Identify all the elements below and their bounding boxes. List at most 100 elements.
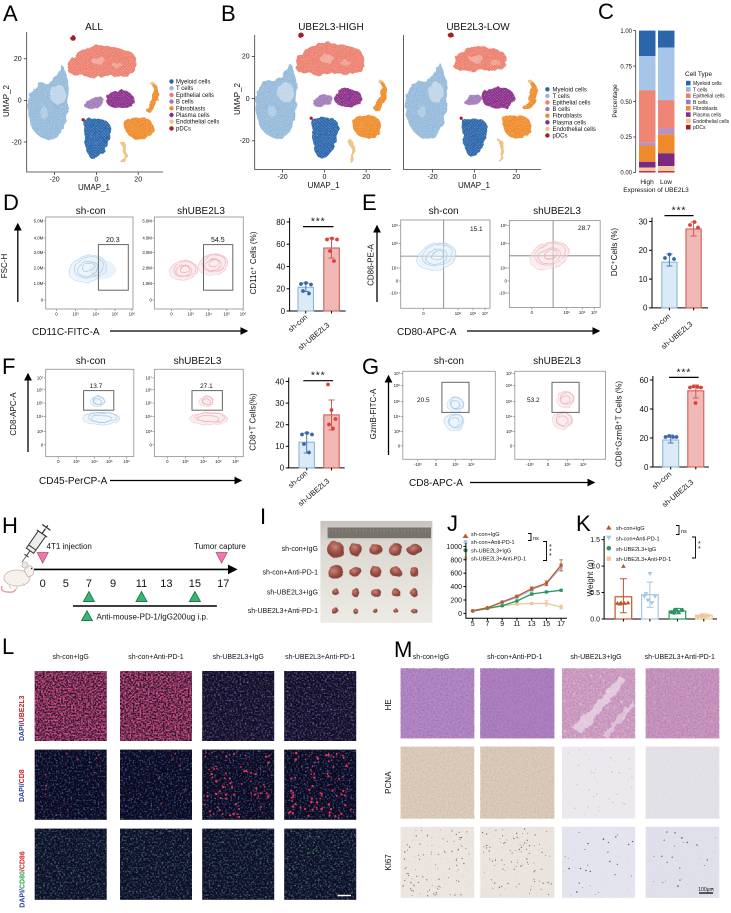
svg-text:*: * [549, 544, 552, 551]
svg-text:0: 0 [644, 463, 649, 472]
svg-text:-10³: -10³ [526, 462, 534, 467]
svg-text:10⁷: 10⁷ [506, 371, 513, 376]
svg-text:-10⁴: -10⁴ [499, 291, 507, 296]
svg-text:Endothelial cells: Endothelial cells [176, 120, 219, 126]
svg-text:-20: -20 [278, 174, 288, 181]
svg-text:9: 9 [500, 621, 504, 628]
svg-text:*: * [698, 541, 701, 548]
svg-text:40: 40 [275, 377, 284, 386]
svg-text:0.75: 0.75 [620, 64, 632, 70]
svg-text:Plasma cells: Plasma cells [176, 113, 210, 119]
svg-text:Low: Low [660, 179, 672, 186]
svg-text:20: 20 [362, 174, 370, 181]
svg-text:CD8⁺T Cells(%): CD8⁺T Cells(%) [248, 393, 257, 451]
svg-text:400: 400 [450, 584, 462, 591]
svg-text:C: C [598, 0, 614, 24]
svg-text:10⁶: 10⁶ [240, 312, 247, 317]
svg-text:0: 0 [41, 298, 44, 303]
svg-text:10⁵: 10⁵ [564, 462, 571, 467]
svg-text:10³: 10³ [73, 459, 80, 464]
svg-text:10⁷: 10⁷ [37, 376, 44, 381]
svg-text:sh-con+IgG: sh-con+IgG [413, 654, 449, 661]
svg-text:10³: 10³ [394, 429, 401, 434]
svg-text:B cells: B cells [553, 107, 571, 113]
svg-text:E: E [362, 190, 377, 215]
svg-text:0.0: 0.0 [590, 617, 600, 624]
svg-text:*: * [549, 553, 552, 560]
svg-text:0: 0 [422, 311, 425, 316]
svg-text:sh-UBE2L3+IgG: sh-UBE2L3+IgG [616, 547, 656, 553]
svg-text:0: 0 [472, 174, 476, 181]
svg-text:10³: 10³ [187, 312, 194, 317]
svg-text:20: 20 [275, 421, 284, 430]
svg-text:10³: 10³ [37, 429, 44, 434]
svg-text:H: H [2, 513, 18, 538]
svg-text:Expression of UBE2L3: Expression of UBE2L3 [623, 187, 689, 194]
svg-text:10⁵: 10⁵ [455, 311, 462, 316]
svg-text:10⁵: 10⁵ [506, 399, 513, 404]
svg-text:shUBE2L3: shUBE2L3 [533, 206, 581, 217]
svg-text:40: 40 [276, 262, 285, 271]
svg-text:15: 15 [189, 578, 201, 590]
svg-text:B cells: B cells [693, 100, 708, 106]
svg-text:I: I [260, 504, 266, 529]
svg-text:Epithelial cells: Epithelial cells [553, 101, 591, 107]
svg-text:10⁴: 10⁴ [145, 414, 152, 419]
svg-text:UBE2L3-HIGH: UBE2L3-HIGH [298, 22, 364, 33]
svg-text:200: 200 [450, 598, 462, 605]
svg-text:UBE2L3-LOW: UBE2L3-LOW [446, 22, 510, 33]
svg-text:DC⁺Cells (%): DC⁺Cells (%) [610, 228, 619, 277]
svg-text:0: 0 [57, 459, 60, 464]
svg-text:-20: -20 [50, 177, 60, 184]
svg-text:shUBE2L3: shUBE2L3 [174, 356, 222, 367]
svg-text:10⁶: 10⁶ [145, 387, 152, 392]
svg-text:F: F [2, 354, 15, 379]
svg-text:1000: 1000 [446, 544, 462, 551]
svg-text:0.00: 0.00 [620, 171, 632, 177]
svg-text:*: * [549, 549, 552, 556]
svg-text:5: 5 [471, 621, 475, 628]
svg-text:20: 20 [276, 285, 285, 294]
svg-text:CD8-APC-A: CD8-APC-A [9, 392, 18, 436]
svg-text:shUBE2L3: shUBE2L3 [177, 206, 225, 217]
svg-text:0: 0 [170, 312, 173, 317]
svg-text:J: J [447, 511, 458, 536]
svg-text:FSC-H: FSC-H [0, 254, 9, 279]
svg-text:10⁵: 10⁵ [145, 401, 152, 406]
svg-text:Tumor capture: Tumor capture [194, 542, 246, 551]
svg-text:CD11c⁺ Cells (%): CD11c⁺ Cells (%) [249, 231, 258, 294]
svg-text:13.7: 13.7 [90, 383, 103, 390]
svg-text:13: 13 [160, 578, 172, 590]
svg-text:10: 10 [275, 442, 284, 451]
svg-text:2.0M: 2.0M [142, 266, 152, 271]
svg-text:Plasma cells: Plasma cells [693, 113, 722, 119]
svg-text:10⁵: 10⁵ [564, 310, 571, 315]
svg-text:20: 20 [134, 177, 142, 184]
svg-text:2.0M: 2.0M [34, 266, 44, 271]
svg-text:A: A [3, 1, 18, 26]
svg-text:10⁶: 10⁶ [500, 223, 507, 228]
svg-text:10⁴: 10⁴ [37, 414, 44, 419]
svg-text:0: 0 [531, 310, 534, 315]
svg-text:0: 0 [281, 307, 286, 316]
svg-text:1.0M: 1.0M [34, 281, 44, 286]
svg-text:100μm: 100μm [336, 889, 351, 895]
svg-text:sh-con+IgG: sh-con+IgG [471, 532, 500, 538]
svg-text:UMAP_1: UMAP_1 [78, 183, 111, 192]
svg-text:Epithelial cells: Epithelial cells [693, 94, 725, 100]
svg-text:sh-con+Anti-PD-1: sh-con+Anti-PD-1 [471, 540, 515, 546]
svg-text:10⁴: 10⁴ [506, 414, 513, 419]
svg-text:20.5: 20.5 [417, 397, 430, 404]
svg-text:D: D [3, 190, 19, 215]
svg-text:10⁷: 10⁷ [394, 371, 401, 376]
svg-text:0: 0 [435, 462, 438, 467]
svg-text:-20: -20 [12, 139, 22, 146]
svg-text:sh-UBE2L3+Anti-PD-1: sh-UBE2L3+Anti-PD-1 [471, 557, 526, 563]
svg-text:7: 7 [86, 578, 92, 590]
svg-text:80: 80 [276, 218, 285, 227]
svg-text:30: 30 [275, 399, 284, 408]
svg-text:10⁵: 10⁵ [112, 312, 119, 317]
svg-text:sh-UBE2L3+Anti-PD-1: sh-UBE2L3+Anti-PD-1 [248, 608, 318, 615]
svg-text:4T1 injection: 4T1 injection [47, 542, 92, 551]
svg-text:4.0M: 4.0M [34, 236, 44, 241]
